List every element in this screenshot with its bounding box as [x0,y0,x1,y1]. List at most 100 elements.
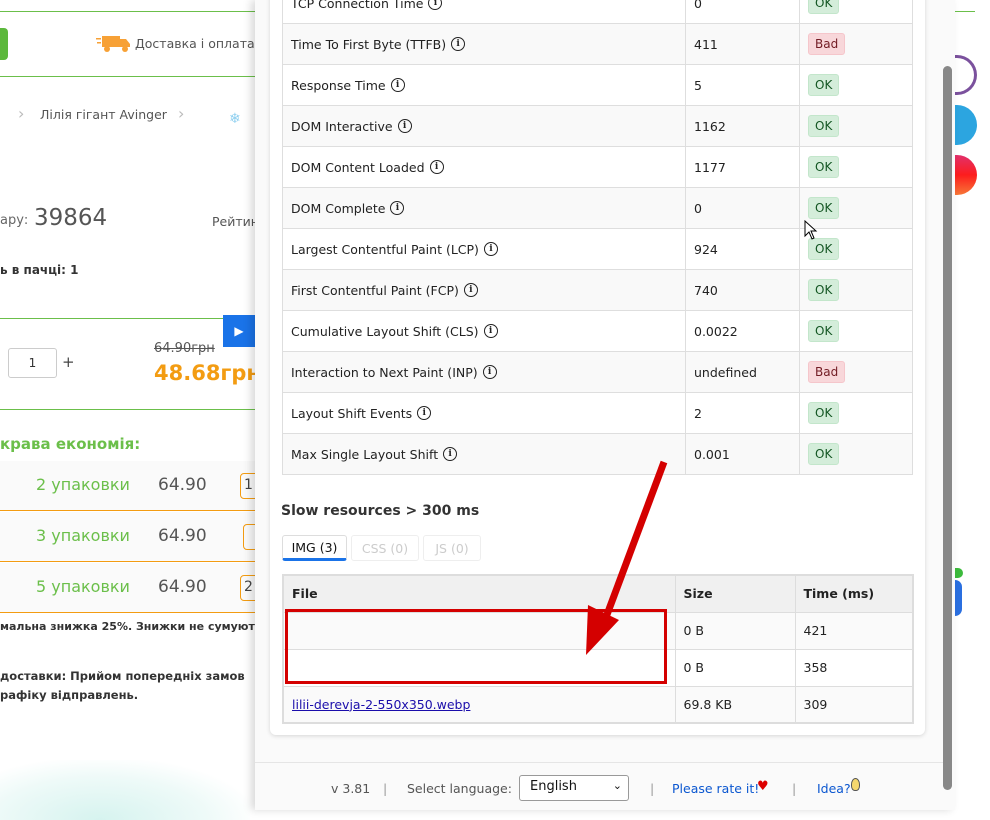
metric-status-cell: OK [799,64,913,106]
increment-button[interactable]: + [62,353,75,371]
pack-row[interactable]: 2 упаковки 64.90 1 [0,461,260,511]
metric-row: Response Time i 5 OK [282,64,913,106]
instagram-icon[interactable] [955,155,977,195]
status-badge: OK [808,443,840,465]
metric-name-cell: DOM Interactive i [282,105,686,147]
size-cell: 69.8 KB [674,685,796,724]
table-row: 0 B 358 [282,648,914,687]
header-file: File [282,574,676,613]
idea-link[interactable]: Idea? [817,781,851,796]
pack-price: 64.90 [158,526,207,546]
chevron-right-icon: › [18,104,25,123]
info-icon[interactable]: i [428,0,443,10]
metric-status-cell: OK [799,392,913,434]
rate-link[interactable]: Please rate it! [672,781,760,796]
metric-name-cell: Max Single Layout Shift i [282,433,686,475]
separator: | [650,781,655,796]
telegram-icon[interactable] [955,105,977,145]
info-icon[interactable]: i [482,364,497,379]
info-icon[interactable]: i [451,36,466,51]
tab-css[interactable]: CSS (0) [351,535,419,561]
scrollbar-thumb[interactable] [943,66,952,790]
metric-name-cell: TCP Connection Time i [282,0,686,24]
info-icon[interactable]: i [463,282,478,297]
info-icon[interactable]: i [483,241,498,256]
info-icon[interactable]: i [390,77,405,92]
slow-resources-table: File Size Time (ms) 0 B 421 0 B 358 lilii-… [282,574,914,724]
header-time: Time (ms) [794,574,914,613]
status-badge: OK [808,156,840,178]
tab-js[interactable]: JS (0) [423,535,481,561]
metric-status-cell: OK [799,187,913,229]
metric-status-cell: OK [799,310,913,352]
version-label: v 3.81 [331,781,371,796]
info-icon[interactable]: i [483,323,498,338]
slow-resources-title: Slow resources > 300 ms [281,503,480,519]
metric-name: Layout Shift Events [291,405,413,421]
file-cell [282,648,676,687]
file-link[interactable]: lilii-derevja-2-550x350.webp [292,696,471,712]
metric-status-cell: OK [799,433,913,475]
info-icon[interactable]: i [397,118,412,133]
breadcrumb-current: Лілія гігант Avinger [40,107,167,122]
metric-name-cell: First Contentful Paint (FCP) i [282,269,686,311]
metric-value: undefined [685,351,800,393]
info-icon[interactable]: i [429,159,444,174]
header-size: Size [674,574,796,613]
quantity-input[interactable]: 1 [8,348,57,378]
metric-status-cell: OK [799,146,913,188]
tab-img[interactable]: IMG (3) [282,535,347,561]
metric-status-cell: OK [799,269,913,311]
metric-value: 1162 [685,105,800,147]
divider [0,318,255,319]
metric-name: Max Single Layout Shift [291,446,439,462]
divider [0,409,255,410]
metric-value: 0.001 [685,433,800,475]
info-icon[interactable]: i [417,405,432,420]
play-button[interactable]: ▶ [223,315,255,347]
metric-name: DOM Content Loaded [291,159,425,175]
metric-name-cell: Interaction to Next Paint (INP) i [282,351,686,393]
metric-row: Time To First Byte (TTFB) i 411 Bad [282,23,913,65]
metric-name-cell: Largest Contentful Paint (LCP) i [282,228,686,270]
time-cell: 358 [794,648,914,687]
pack-name: 3 упаковки [36,526,130,545]
metric-row: Cumulative Layout Shift (CLS) i 0.0022 OK [282,310,913,352]
truck-icon [96,36,130,52]
delivery-link[interactable]: Доставка і оплата [135,36,255,51]
metric-name: Largest Contentful Paint (LCP) [291,241,479,257]
pack-row[interactable]: 3 упаковки 64.90 [0,512,263,562]
status-badge: OK [808,115,840,137]
discount-note: мальна знижка 25%. Знижки не сумуют [0,620,255,633]
metric-status-cell: Bad [799,351,913,393]
heart-icon: ♥ [757,779,769,794]
viber-icon[interactable] [955,55,977,95]
metric-name: Interaction to Next Paint (INP) [291,364,478,380]
pack-price: 64.90 [158,577,207,597]
metric-name: DOM Complete [291,200,386,216]
metric-name-cell: DOM Complete i [282,187,686,229]
status-badge: OK [808,402,840,424]
info-icon[interactable]: i [443,446,458,461]
metric-value: 0 [685,0,800,24]
language-select[interactable]: English ⌄ [519,775,629,801]
divider [955,11,975,12]
metric-row: DOM Content Loaded i 1177 OK [282,146,913,188]
status-badge: OK [808,197,840,219]
select-language-label: Select language: [407,781,512,796]
chat-button[interactable] [955,580,962,616]
info-icon[interactable]: i [390,200,405,215]
metric-row: Layout Shift Events i 2 OK [282,392,913,434]
pack-count: ь в пачці: 1 [0,263,79,277]
metric-value: 5 [685,64,800,106]
metric-name-cell: Time To First Byte (TTFB) i [282,23,686,65]
metric-status-cell: OK [799,228,913,270]
metric-row: DOM Complete i 0 OK [282,187,913,229]
metric-name-cell: Cumulative Layout Shift (CLS) i [282,310,686,352]
status-badge: OK [808,279,840,301]
metric-name: First Contentful Paint (FCP) [291,282,459,298]
green-button[interactable] [0,28,8,60]
pack-row[interactable]: 5 упаковки 64.90 2 [0,563,260,613]
metric-status-cell: OK [799,0,913,24]
pack-name: 2 упаковки [36,475,130,494]
